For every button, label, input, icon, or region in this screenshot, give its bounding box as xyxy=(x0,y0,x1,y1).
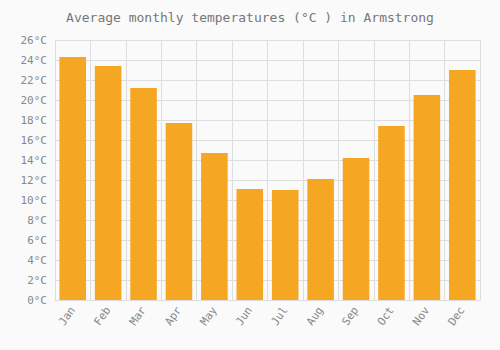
svg-text:8°C: 8°C xyxy=(27,214,47,227)
svg-text:20°C: 20°C xyxy=(21,94,48,107)
svg-text:26°C: 26°C xyxy=(21,34,48,47)
svg-text:Jul: Jul xyxy=(268,304,290,328)
svg-text:Dec: Dec xyxy=(446,304,468,328)
svg-text:Average monthly temperatures (: Average monthly temperatures (°C ) in Ar… xyxy=(66,10,434,25)
svg-text:18°C: 18°C xyxy=(21,114,48,127)
svg-text:Apr: Apr xyxy=(162,304,184,328)
svg-text:14°C: 14°C xyxy=(21,154,48,167)
svg-text:0°C: 0°C xyxy=(27,294,47,307)
svg-text:6°C: 6°C xyxy=(27,234,47,247)
svg-text:Jan: Jan xyxy=(56,304,78,328)
svg-text:Jun: Jun xyxy=(233,304,255,328)
svg-text:10°C: 10°C xyxy=(21,194,48,207)
svg-text:Mar: Mar xyxy=(127,304,149,328)
svg-text:22°C: 22°C xyxy=(21,74,48,87)
svg-text:12°C: 12°C xyxy=(21,174,48,187)
svg-text:Nov: Nov xyxy=(410,304,432,328)
svg-text:May: May xyxy=(198,304,220,328)
svg-text:24°C: 24°C xyxy=(21,54,48,67)
svg-text:Sep: Sep xyxy=(339,304,361,328)
svg-text:Feb: Feb xyxy=(91,304,113,328)
svg-text:Oct: Oct xyxy=(375,304,397,328)
svg-text:16°C: 16°C xyxy=(21,134,48,147)
svg-text:Aug: Aug xyxy=(304,304,326,328)
svg-text:4°C: 4°C xyxy=(27,254,47,267)
svg-text:2°C: 2°C xyxy=(27,274,47,287)
